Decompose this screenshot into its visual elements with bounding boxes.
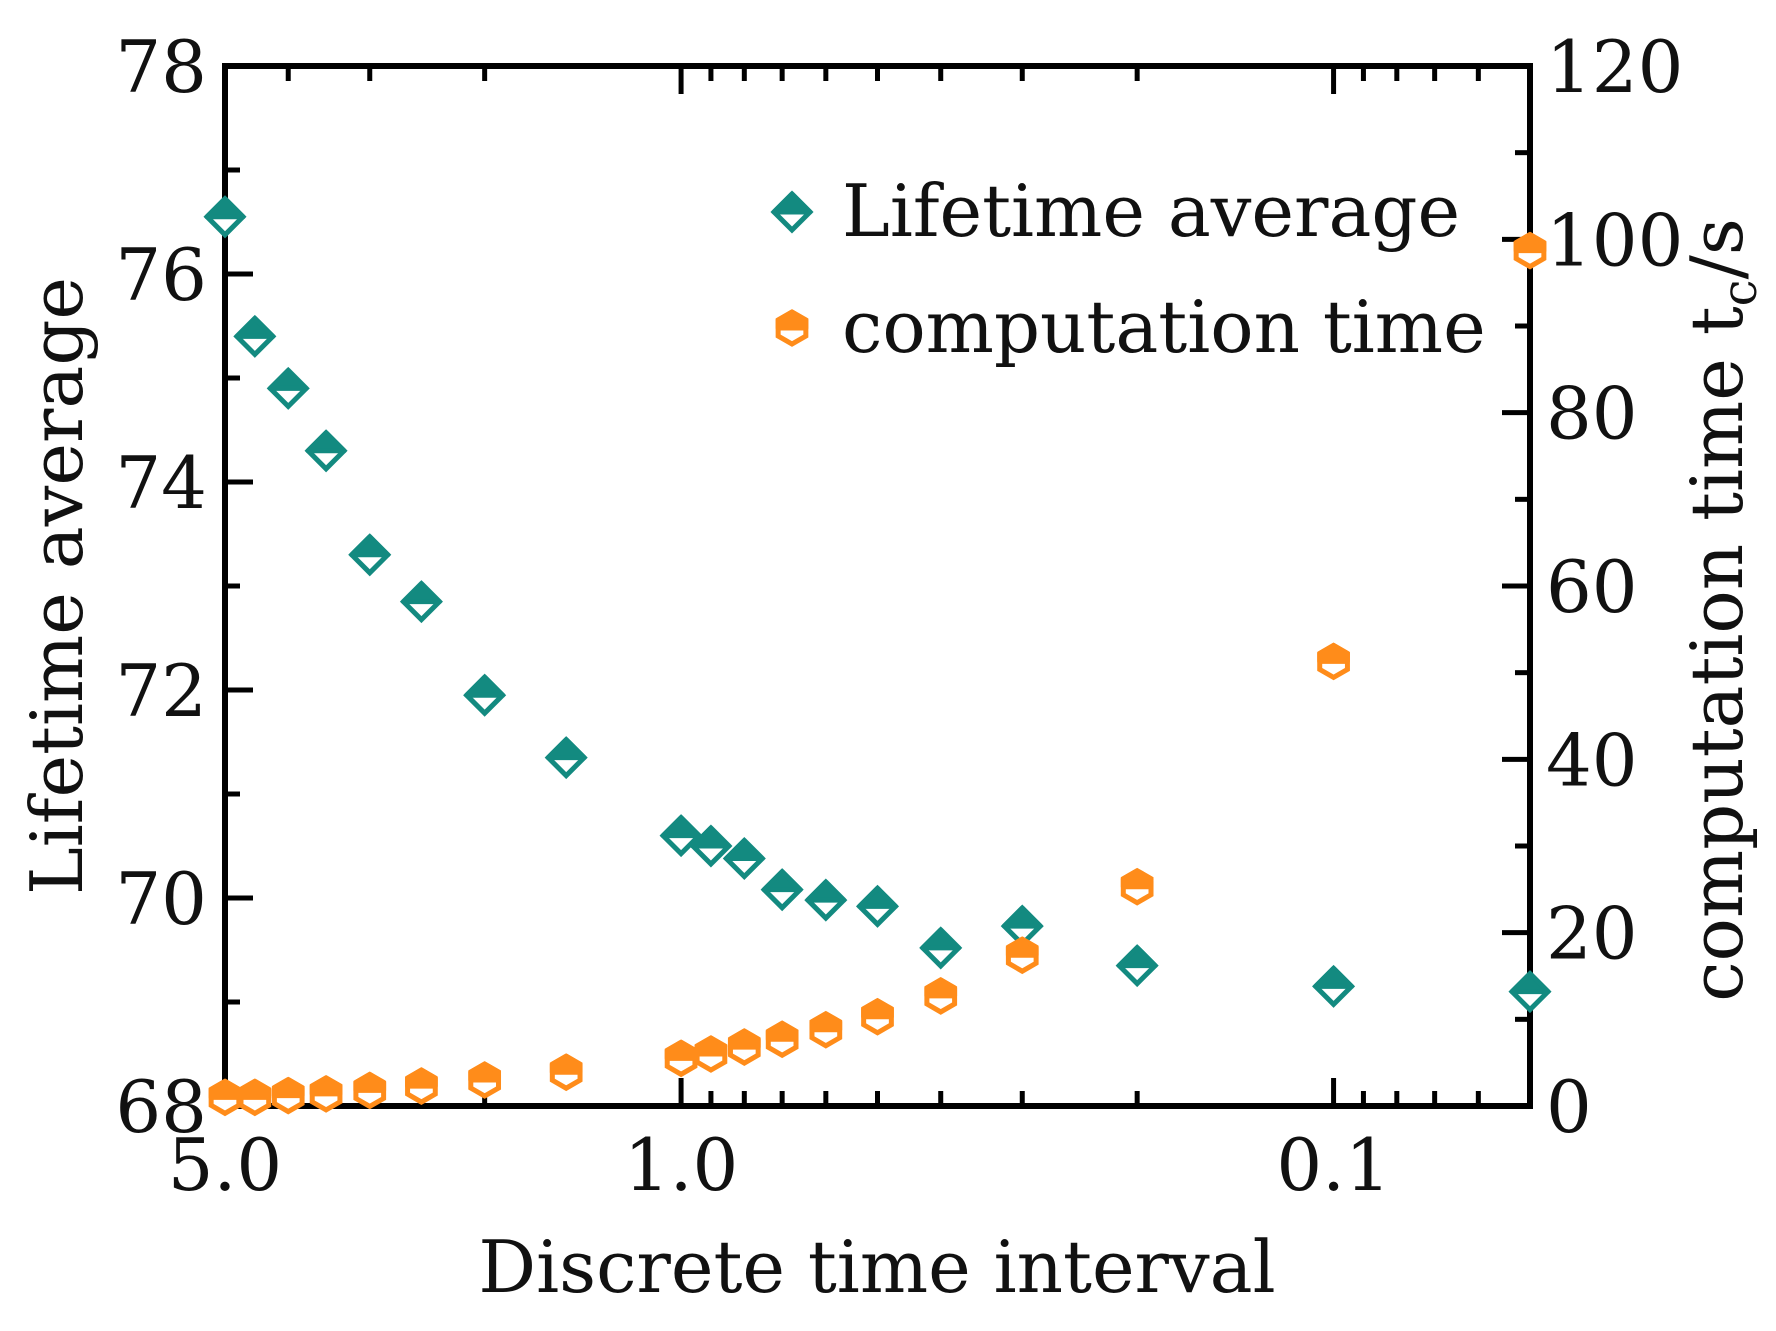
legend-diamond-icon [770,190,814,234]
lifetime-point [399,580,443,624]
y-right-axis-label-tail: /s [1675,218,1759,279]
lifetime-point [1312,964,1356,1008]
legend-label-computation: computation time [842,285,1486,369]
y-left-tick-label: 70 [115,857,207,941]
computation-point [765,1020,799,1059]
computation-point [468,1061,502,1099]
y-right-tick-label: 20 [1546,892,1638,976]
lifetime-point [266,366,310,410]
computation-point [924,977,958,1015]
computation-point [861,997,894,1036]
x-tick-label: 5.0 [168,1123,283,1207]
lifetime-point [1000,904,1044,948]
computation-point [208,1078,242,1117]
y-right-tick-label: 40 [1546,718,1638,802]
y-right-axis-label: computation time tc/s [1675,218,1768,1002]
computation-point [1513,231,1547,270]
axis-tick-labels: 68 70 72 74 76 78 0 20 40 60 80 100 120 5.0 1.0 0.1 [115,25,1683,1207]
computation-point [1120,867,1154,906]
x-tick-label: 1.0 [624,1123,739,1207]
lifetime-point [689,824,733,868]
lifetime-point [855,884,900,928]
lifetime-point [659,814,703,858]
y-left-tick-label: 74 [115,441,207,525]
lifetime-point [233,314,277,358]
y-left-tick-label: 78 [115,25,207,109]
computation-point [1005,936,1039,975]
y-right-axis-label-sub: c [1712,279,1768,306]
y-right-tick-label: 60 [1546,545,1638,629]
legend-marker-computation [775,309,809,347]
lifetime-point [544,736,588,780]
lifetime-point [463,673,507,717]
y-left-tick-label: 68 [115,1065,207,1149]
computation-point [238,1078,272,1117]
lifetime-point [304,429,348,473]
computation-point [271,1076,305,1115]
y-right-tick-label: 120 [1546,25,1683,109]
legend: Lifetime average computation time [770,169,1486,369]
legend-hexagon-icon [775,309,809,347]
y-right-tick-label: 0 [1546,1065,1592,1149]
lifetime-point [1508,970,1552,1014]
computation-point [353,1071,387,1110]
y-right-tick-label: 80 [1546,372,1638,456]
lifetime-point [203,195,247,239]
lifetime-point [919,926,963,970]
computation-point [549,1053,583,1092]
computation-point [694,1035,728,1073]
y-left-tick-label: 76 [115,233,207,317]
x-axis-label: Discrete time interval [478,1225,1275,1309]
lifetime-point [804,878,848,922]
y-left-tick-label: 72 [115,649,207,733]
lifetime-point [1115,944,1159,988]
legend-label-lifetime: Lifetime average [842,169,1460,253]
lifetime-point [722,836,766,881]
computation-point [664,1039,698,1078]
computation-point [809,1010,843,1049]
data-marks [203,195,1552,1117]
lifetime-point [760,868,804,912]
y-right-tick-label: 100 [1546,198,1683,282]
lifetime-point [348,533,392,577]
legend-marker-lifetime [770,190,814,234]
y-right-axis-label-main: computation time t [1675,306,1759,1002]
computation-point [405,1067,438,1105]
computation-point [727,1028,761,1066]
y-left-axis-label: Lifetime average [15,277,99,895]
x-tick-label: 0.1 [1276,1123,1391,1207]
computation-point [1317,642,1350,681]
computation-point [309,1074,343,1113]
